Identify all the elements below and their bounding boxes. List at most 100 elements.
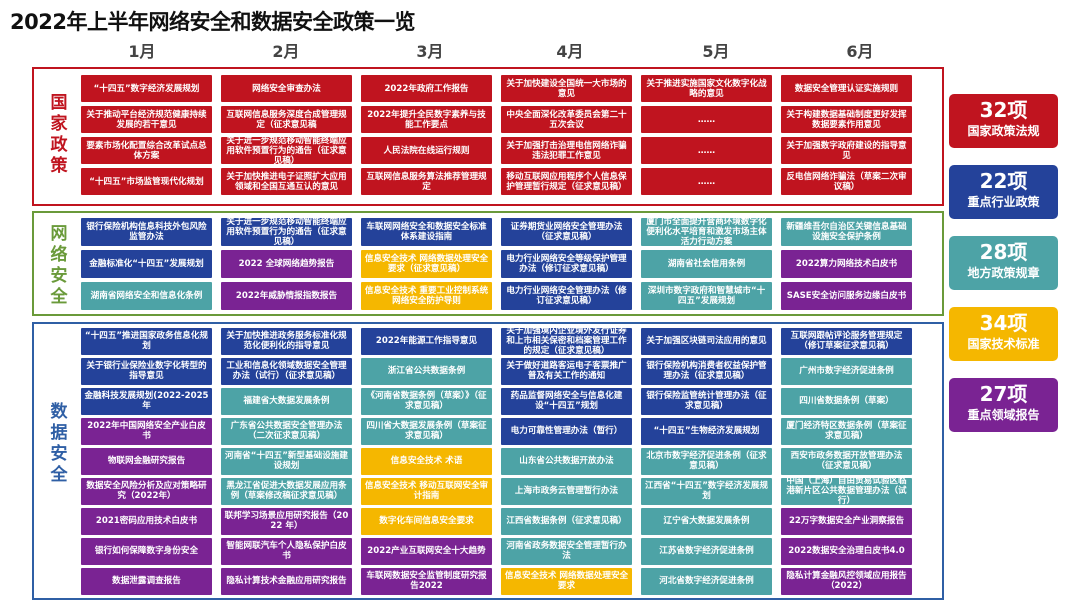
section-network: 网络安全 银行保险机构信息科技外包风险监管办法 关于进一步规范移动智能终端应用软件… xyxy=(32,211,944,316)
policy-item: 关于推动平台经济规范健康持续发展的若干意见 xyxy=(81,106,212,133)
policy-item: 信息安全技术 移动互联网安全审计指南 xyxy=(361,478,492,505)
policy-item: …… xyxy=(641,106,772,133)
policy-item: 厦门经济特区数据条例（草案征求意见稿） xyxy=(781,418,912,445)
badge-count: 28项 xyxy=(979,240,1028,264)
policy-item: 关于做好道路客运电子客票推广普及有关工作的通知 xyxy=(501,358,632,385)
policy-item: 互联网跟帖评论服务管理规定（修订草案征求意见稿） xyxy=(781,328,912,355)
policy-item: 广州市数字经济促进条例 xyxy=(781,358,912,385)
policy-item: 山东省公共数据开放办法 xyxy=(501,448,632,475)
policy-item: 江西省数据条例（征求意见稿） xyxy=(501,508,632,535)
badge-label: 国家技术标准 xyxy=(967,337,1040,351)
policy-item: 关于进一步规范移动智能终端应用软件预置行为的通告（征求意见稿） xyxy=(221,218,352,246)
policy-item: 信息安全技术 术语 xyxy=(361,448,492,475)
policy-item: 信息安全技术 重要工业控制系统网络安全防护导则 xyxy=(361,282,492,310)
policy-item: 隐私计算金融风控领域应用报告（2022） xyxy=(781,568,912,595)
policy-item: 互联网信息服务深度合成管理规定（征求意见稿 xyxy=(221,106,352,133)
policy-item: 人民法院在线运行规则 xyxy=(361,137,492,164)
badge-label: 地方政策规章 xyxy=(967,266,1040,280)
policy-item: SASE安全访问服务边缘白皮书 xyxy=(781,282,912,310)
policy-item: 关于加快建设全国统一大市场的意见 xyxy=(501,75,632,102)
badge-label: 重点领域报告 xyxy=(967,408,1040,422)
section-network-grid: 银行保险机构信息科技外包风险监管办法 关于进一步规范移动智能终端应用软件预置行为的… xyxy=(81,218,912,310)
policy-item: 智能网联汽车个人隐私保护白皮书 xyxy=(221,538,352,565)
policy-item: 关于加快推进政务服务标准化规范化便利化的指导意见 xyxy=(221,328,352,355)
policy-item: 电力可靠性管理办法（暂行） xyxy=(501,418,632,445)
policy-item: 2022年威胁情报指数报告 xyxy=(221,282,352,310)
policy-item: 四川省大数据发展条例（草案征求意见稿） xyxy=(361,418,492,445)
policy-item: 2022年能源工作指导意见 xyxy=(361,328,492,355)
policy-item: 2022 全球网络趋势报告 xyxy=(221,250,352,278)
policy-item: 联邦学习场景应用研究报告（2022 年） xyxy=(221,508,352,535)
policy-item: 要素市场化配置综合改革试点总体方案 xyxy=(81,137,212,164)
month-label: 5月 xyxy=(702,42,730,61)
policy-item: 反电信网络诈骗法（草案二次审议稿） xyxy=(781,168,912,195)
summary-badge: 22项 重点行业政策 xyxy=(949,165,1058,219)
policy-item: 福建省大数据发展条例 xyxy=(221,388,352,415)
month-label: 4月 xyxy=(556,42,584,61)
policy-item: 湖南省网络安全和信息化条例 xyxy=(81,282,212,310)
policy-item: 车联网数据安全监管制度研究报告2022 xyxy=(361,568,492,595)
policy-item: 银行保险机构信息科技外包风险监管办法 xyxy=(81,218,212,246)
policy-item: …… xyxy=(641,168,772,195)
badge-count: 34项 xyxy=(979,311,1028,335)
policy-item: 互联网信息服务算法推荐管理规定 xyxy=(361,168,492,195)
policy-item: 信息安全技术 网络数据处理安全要求 xyxy=(501,568,632,595)
policy-item: 河南省政务数据安全管理暂行办法 xyxy=(501,538,632,565)
policy-item: 辽宁省大数据发展条例 xyxy=(641,508,772,535)
section-data: 数据安全 “十四五”推进国家政务信息化规划 关于加快推进政务服务标准化规范化便利化… xyxy=(32,322,944,600)
policy-item: 江苏省数字经济促进条例 xyxy=(641,538,772,565)
month-label: 1月 xyxy=(128,42,156,61)
policy-item: 江西省“十四五”数字经济发展规划 xyxy=(641,478,772,505)
policy-item: 隐私计算技术金融应用研究报告 xyxy=(221,568,352,595)
policy-item: 深圳市数字政府和智慧城市“十四五”发展规划 xyxy=(641,282,772,310)
policy-item: 厦门市全面提升营商环境数字化便利化水平培育和激发市场主体活力行动方案 xyxy=(641,218,772,246)
policy-item: 关于加快推进电子证照扩大应用领域和全国互通互认的意见 xyxy=(221,168,352,195)
policy-item: 数字化车间信息安全要求 xyxy=(361,508,492,535)
policy-item: 关于银行业保险业数字化转型的指导意见 xyxy=(81,358,212,385)
policy-item: 金融科技发展规划(2022-2025年 xyxy=(81,388,212,415)
summary-badge: 32项国家政策法规 xyxy=(949,94,1058,148)
policy-item: 关于加强数字政府建设的指导意见 xyxy=(781,137,912,164)
policy-item: 电力行业网络安全等级保护管理办法（修订征求意见稿） xyxy=(501,250,632,278)
month-label: 3月 xyxy=(416,42,444,61)
policy-item: 湖南省社会信用条例 xyxy=(641,250,772,278)
policy-item: “十四五”市场监管现代化规划 xyxy=(81,168,212,195)
policy-item: “十四五”推进国家政务信息化规划 xyxy=(81,328,212,355)
policy-item: “十四五”数字经济发展规划 xyxy=(81,75,212,102)
section-data-label: 数据安全 xyxy=(50,402,68,485)
policy-item: 关于加强区块链司法应用的意见 xyxy=(641,328,772,355)
policy-item: 河南省“十四五”新型基础设施建设规划 xyxy=(221,448,352,475)
summary-badge: 28项地方政策规章 xyxy=(949,236,1058,290)
policy-item: 证券期货业网络安全管理办法（征求意见稿） xyxy=(501,218,632,246)
policy-item: 信息安全技术 网络数据处理安全要求（征求意见稿） xyxy=(361,250,492,278)
policy-item: 2022年政府工作报告 xyxy=(361,75,492,102)
section-national: 国家政策 “十四五”数字经济发展规划 网络安全审查办法 2022年政府工作报告 关于加… xyxy=(32,67,944,206)
policy-item: 2022产业互联网安全十大趋势 xyxy=(361,538,492,565)
policy-item: 2022年中国网络安全产业白皮书 xyxy=(81,418,212,445)
policy-item: 金融标准化“十四五”发展规划 xyxy=(81,250,212,278)
policy-item: 上海市政务云管理暂行办法 xyxy=(501,478,632,505)
page-title: 2022年上半年网络安全和数据安全政策一览 xyxy=(10,10,415,34)
policy-item: 2022算力网络技术白皮书 xyxy=(781,250,912,278)
policy-item: 移动互联网应用程序个人信息保护管理暂行规定（征求意见稿） xyxy=(501,168,632,195)
policy-item: 2022年提升全民数字素养与技能工作要点 xyxy=(361,106,492,133)
badge-count: 22项 xyxy=(979,169,1028,193)
policy-item: “十四五”生物经济发展规划 xyxy=(641,418,772,445)
month-label: 6月 xyxy=(846,42,874,61)
policy-item: 关于加强境内企业境外发行证券和上市相关保密和档案管理工作的规定（征求意见稿） xyxy=(501,328,632,355)
policy-item: 银行保险机构消费者权益保护管理办法（征求意见稿） xyxy=(641,358,772,385)
policy-item: 新疆维吾尔自治区关键信息基础设施安全保护条例 xyxy=(781,218,912,246)
policy-item: 数据安全管理认证实施规则 xyxy=(781,75,912,102)
policy-item: 浙江省公共数据条例 xyxy=(361,358,492,385)
policy-item: 关于构建数据基础制度更好发挥数据要素作用意见 xyxy=(781,106,912,133)
policy-item: 数据泄露调查报告 xyxy=(81,568,212,595)
policy-item: 关于推进实施国家文化数字化战略的意见 xyxy=(641,75,772,102)
badge-count: 32项 xyxy=(979,98,1028,122)
policy-item: 银行保险监管统计管理办法（征求意见稿） xyxy=(641,388,772,415)
section-national-label: 国家政策 xyxy=(50,93,68,176)
month-label: 2月 xyxy=(272,42,300,61)
badge-count: 27项 xyxy=(979,382,1028,406)
badge-label: 国家政策法规 xyxy=(967,124,1040,138)
policy-item: 关于加强打击治理电信网络诈骗违法犯罪工作意见 xyxy=(501,137,632,164)
